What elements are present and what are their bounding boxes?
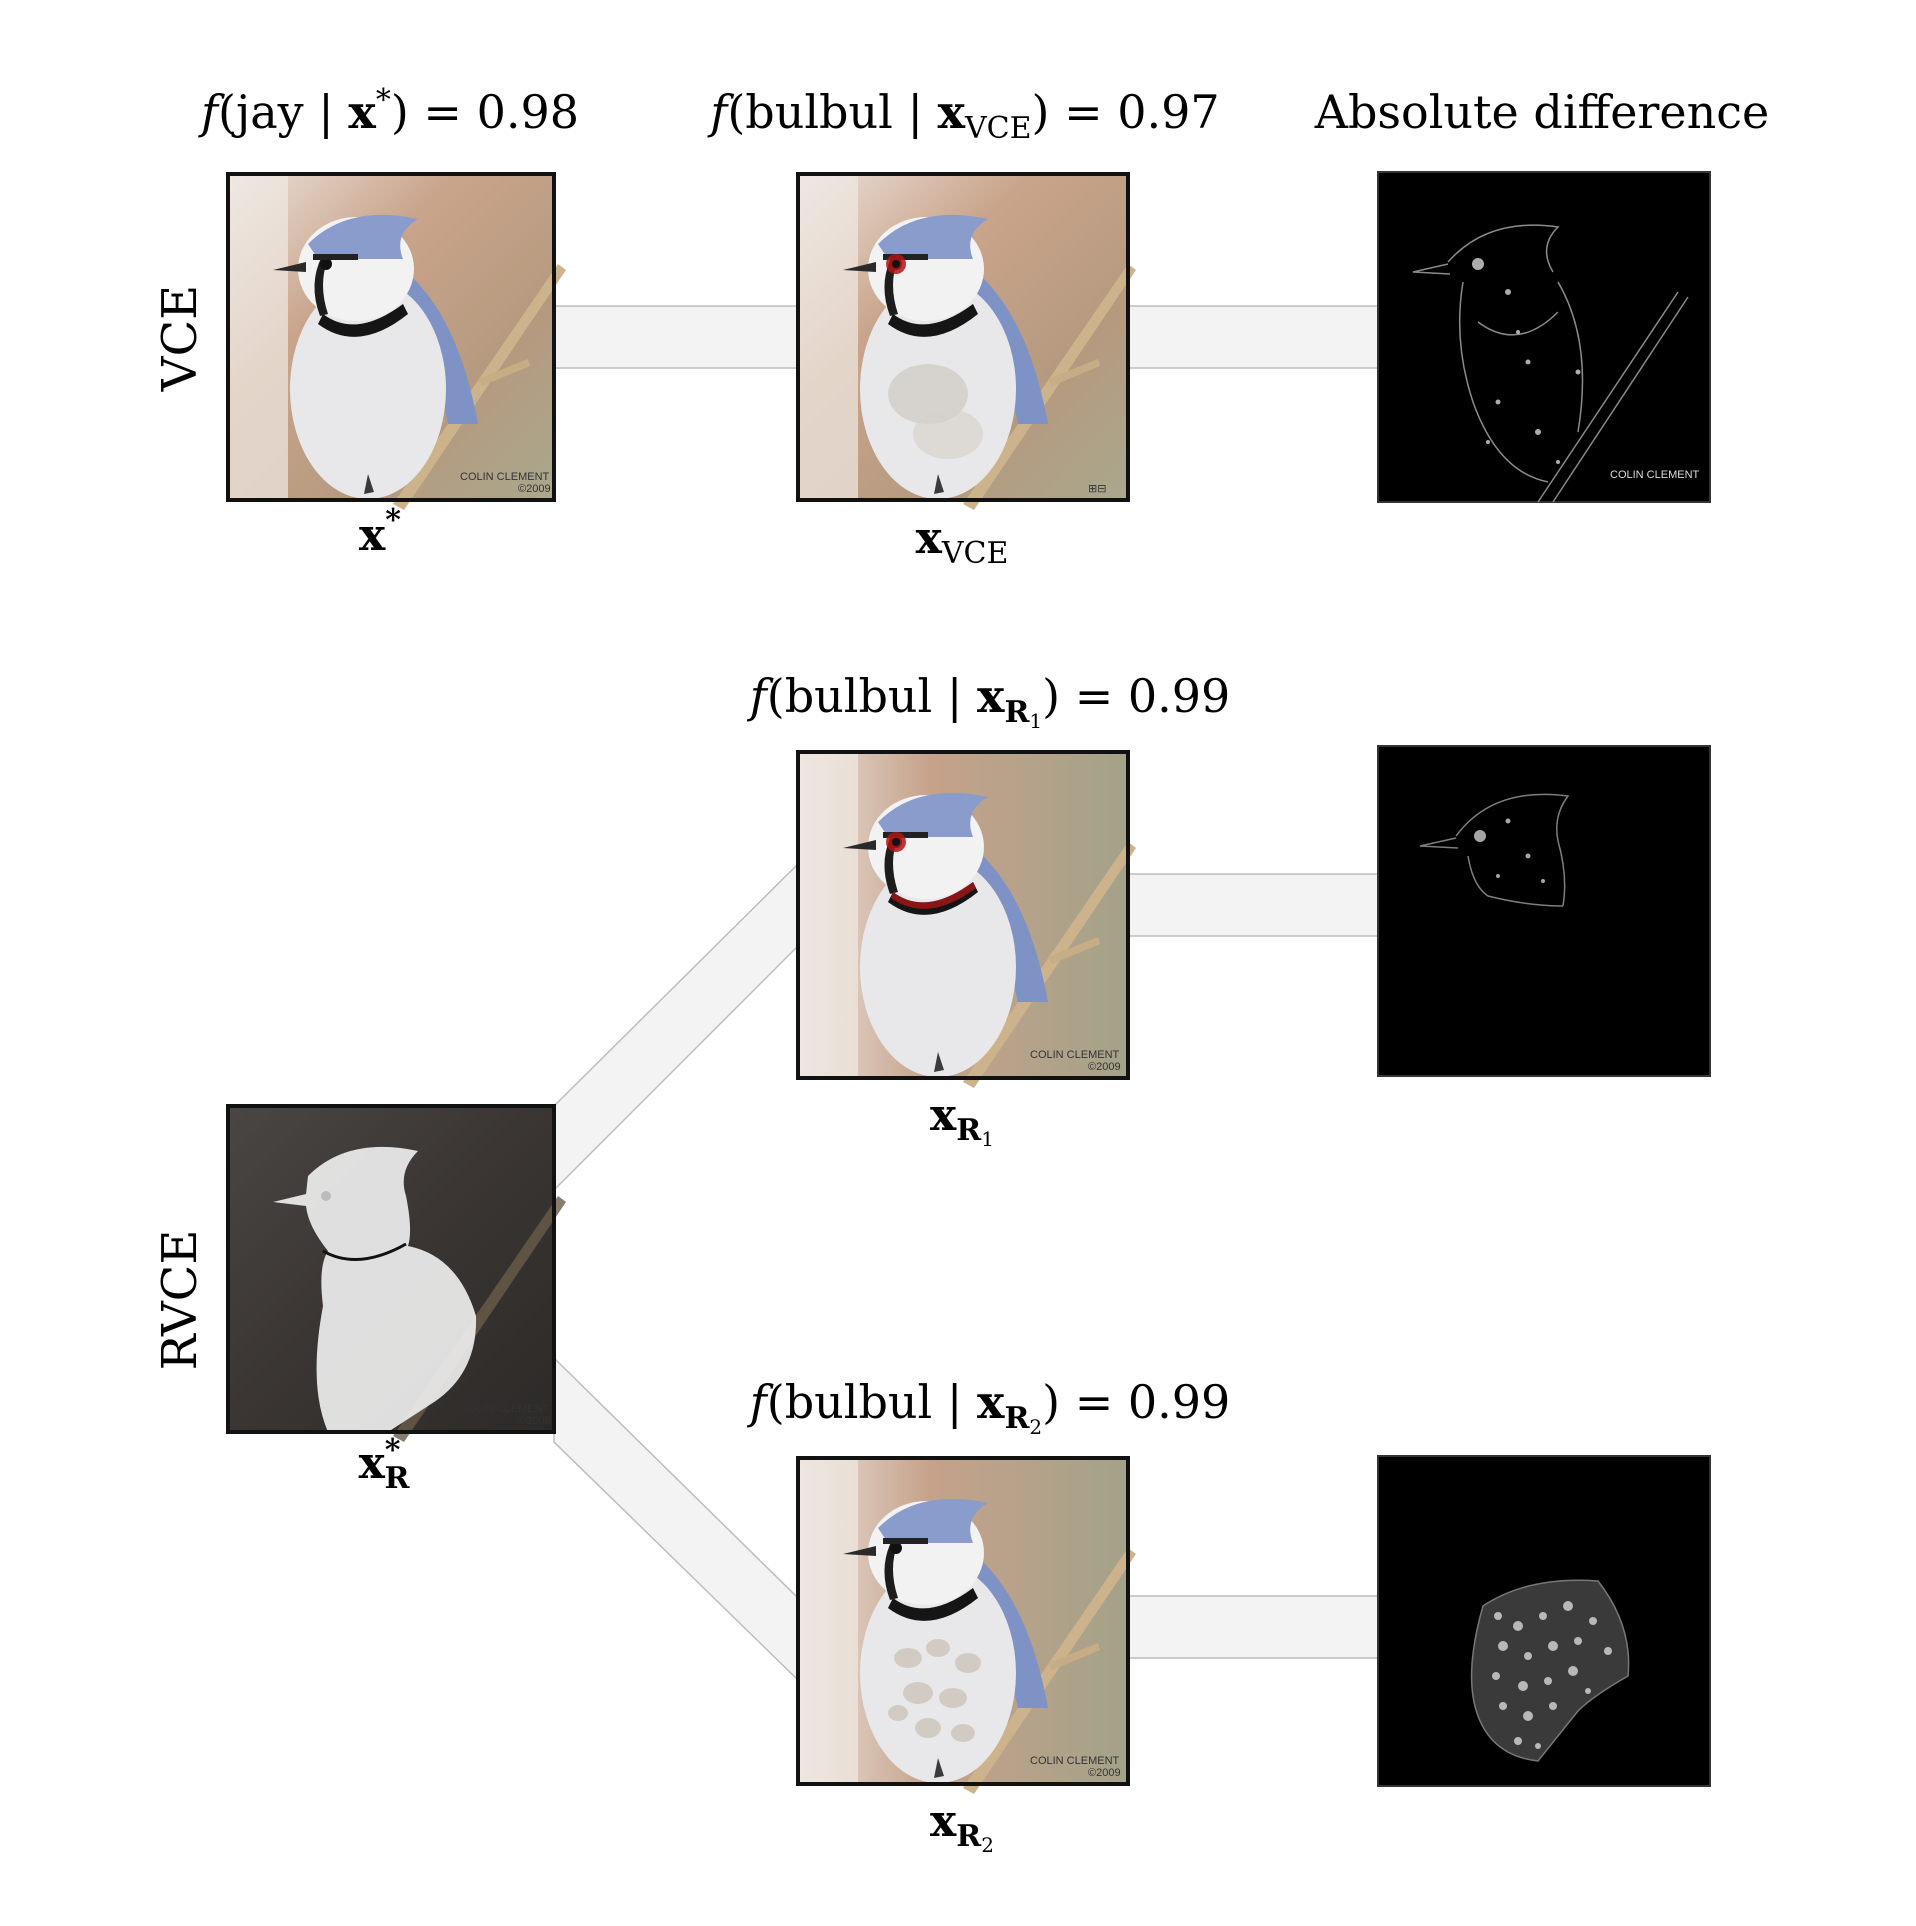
svg-text:©2009: ©2009 [1088, 1061, 1121, 1073]
rvce-row-label: RVCE [152, 1230, 208, 1371]
svg-text:COLIN CLEMENT: COLIN CLEMENT [460, 1403, 550, 1415]
title-rvce-r2: f(bulbul | xR2) = 0.99 [747, 1375, 1231, 1439]
vce-row-label: VCE [152, 285, 208, 392]
connector-xr-to-xr1 [553, 862, 799, 1192]
image-x-r1: COLIN CLEMENT ©2009 [796, 750, 1136, 1088]
caption-x-star: x* [359, 503, 401, 561]
svg-text:COLIN CLEMENT: COLIN CLEMENT [1610, 469, 1700, 481]
connector-xstar-to-xvce [553, 305, 799, 369]
image-x-r-star: COLIN CLEMENT ©2009 [226, 1104, 566, 1442]
svg-text:©2009: ©2009 [1088, 1767, 1121, 1779]
caption-x-r1: xR1 [930, 1090, 994, 1151]
image-x-star: COLIN CLEMENT ©2009 [226, 172, 566, 510]
caption-x-vce: xVCE [916, 513, 1009, 571]
svg-text:©2009: ©2009 [518, 1415, 551, 1427]
connectors [553, 305, 1379, 1682]
svg-text:⊞⊟: ⊞⊟ [1088, 483, 1106, 495]
caption-x-r-star: x* R [359, 1433, 411, 1496]
title-vce-counterfactual: f(bulbul | xVCE) = 0.97 [707, 85, 1219, 146]
svg-text:COLIN CLEMENT: COLIN CLEMENT [1030, 1049, 1120, 1061]
row-label-vce: VCE [152, 285, 208, 392]
row-label-rvce: RVCE [152, 1230, 208, 1371]
title-absolute-difference: Absolute difference [1314, 85, 1770, 139]
image-diff-vce: COLIN CLEMENT [1377, 171, 1711, 503]
title-rvce-r1: f(bulbul | xR1) = 0.99 [747, 669, 1231, 733]
svg-text:©2009: ©2009 [518, 483, 551, 495]
connector-xvce-to-diff [1127, 305, 1379, 369]
image-diff-r1 [1377, 745, 1711, 1077]
connector-xr2-to-diff [1127, 1595, 1379, 1659]
image-x-r2: COLIN CLEMENT ©2009 [796, 1456, 1136, 1794]
image-x-vce: ⊞⊟ [796, 172, 1136, 510]
connector-xr1-to-diff [1127, 873, 1379, 937]
image-diff-r2 [1377, 1455, 1711, 1787]
svg-text:COLIN CLEMENT: COLIN CLEMENT [460, 471, 550, 483]
caption-x-r2: xR2 [930, 1796, 994, 1857]
svg-text:COLIN CLEMENT: COLIN CLEMENT [1030, 1755, 1120, 1767]
title-vce-original: f(jay | x*) = 0.98 [198, 83, 579, 139]
